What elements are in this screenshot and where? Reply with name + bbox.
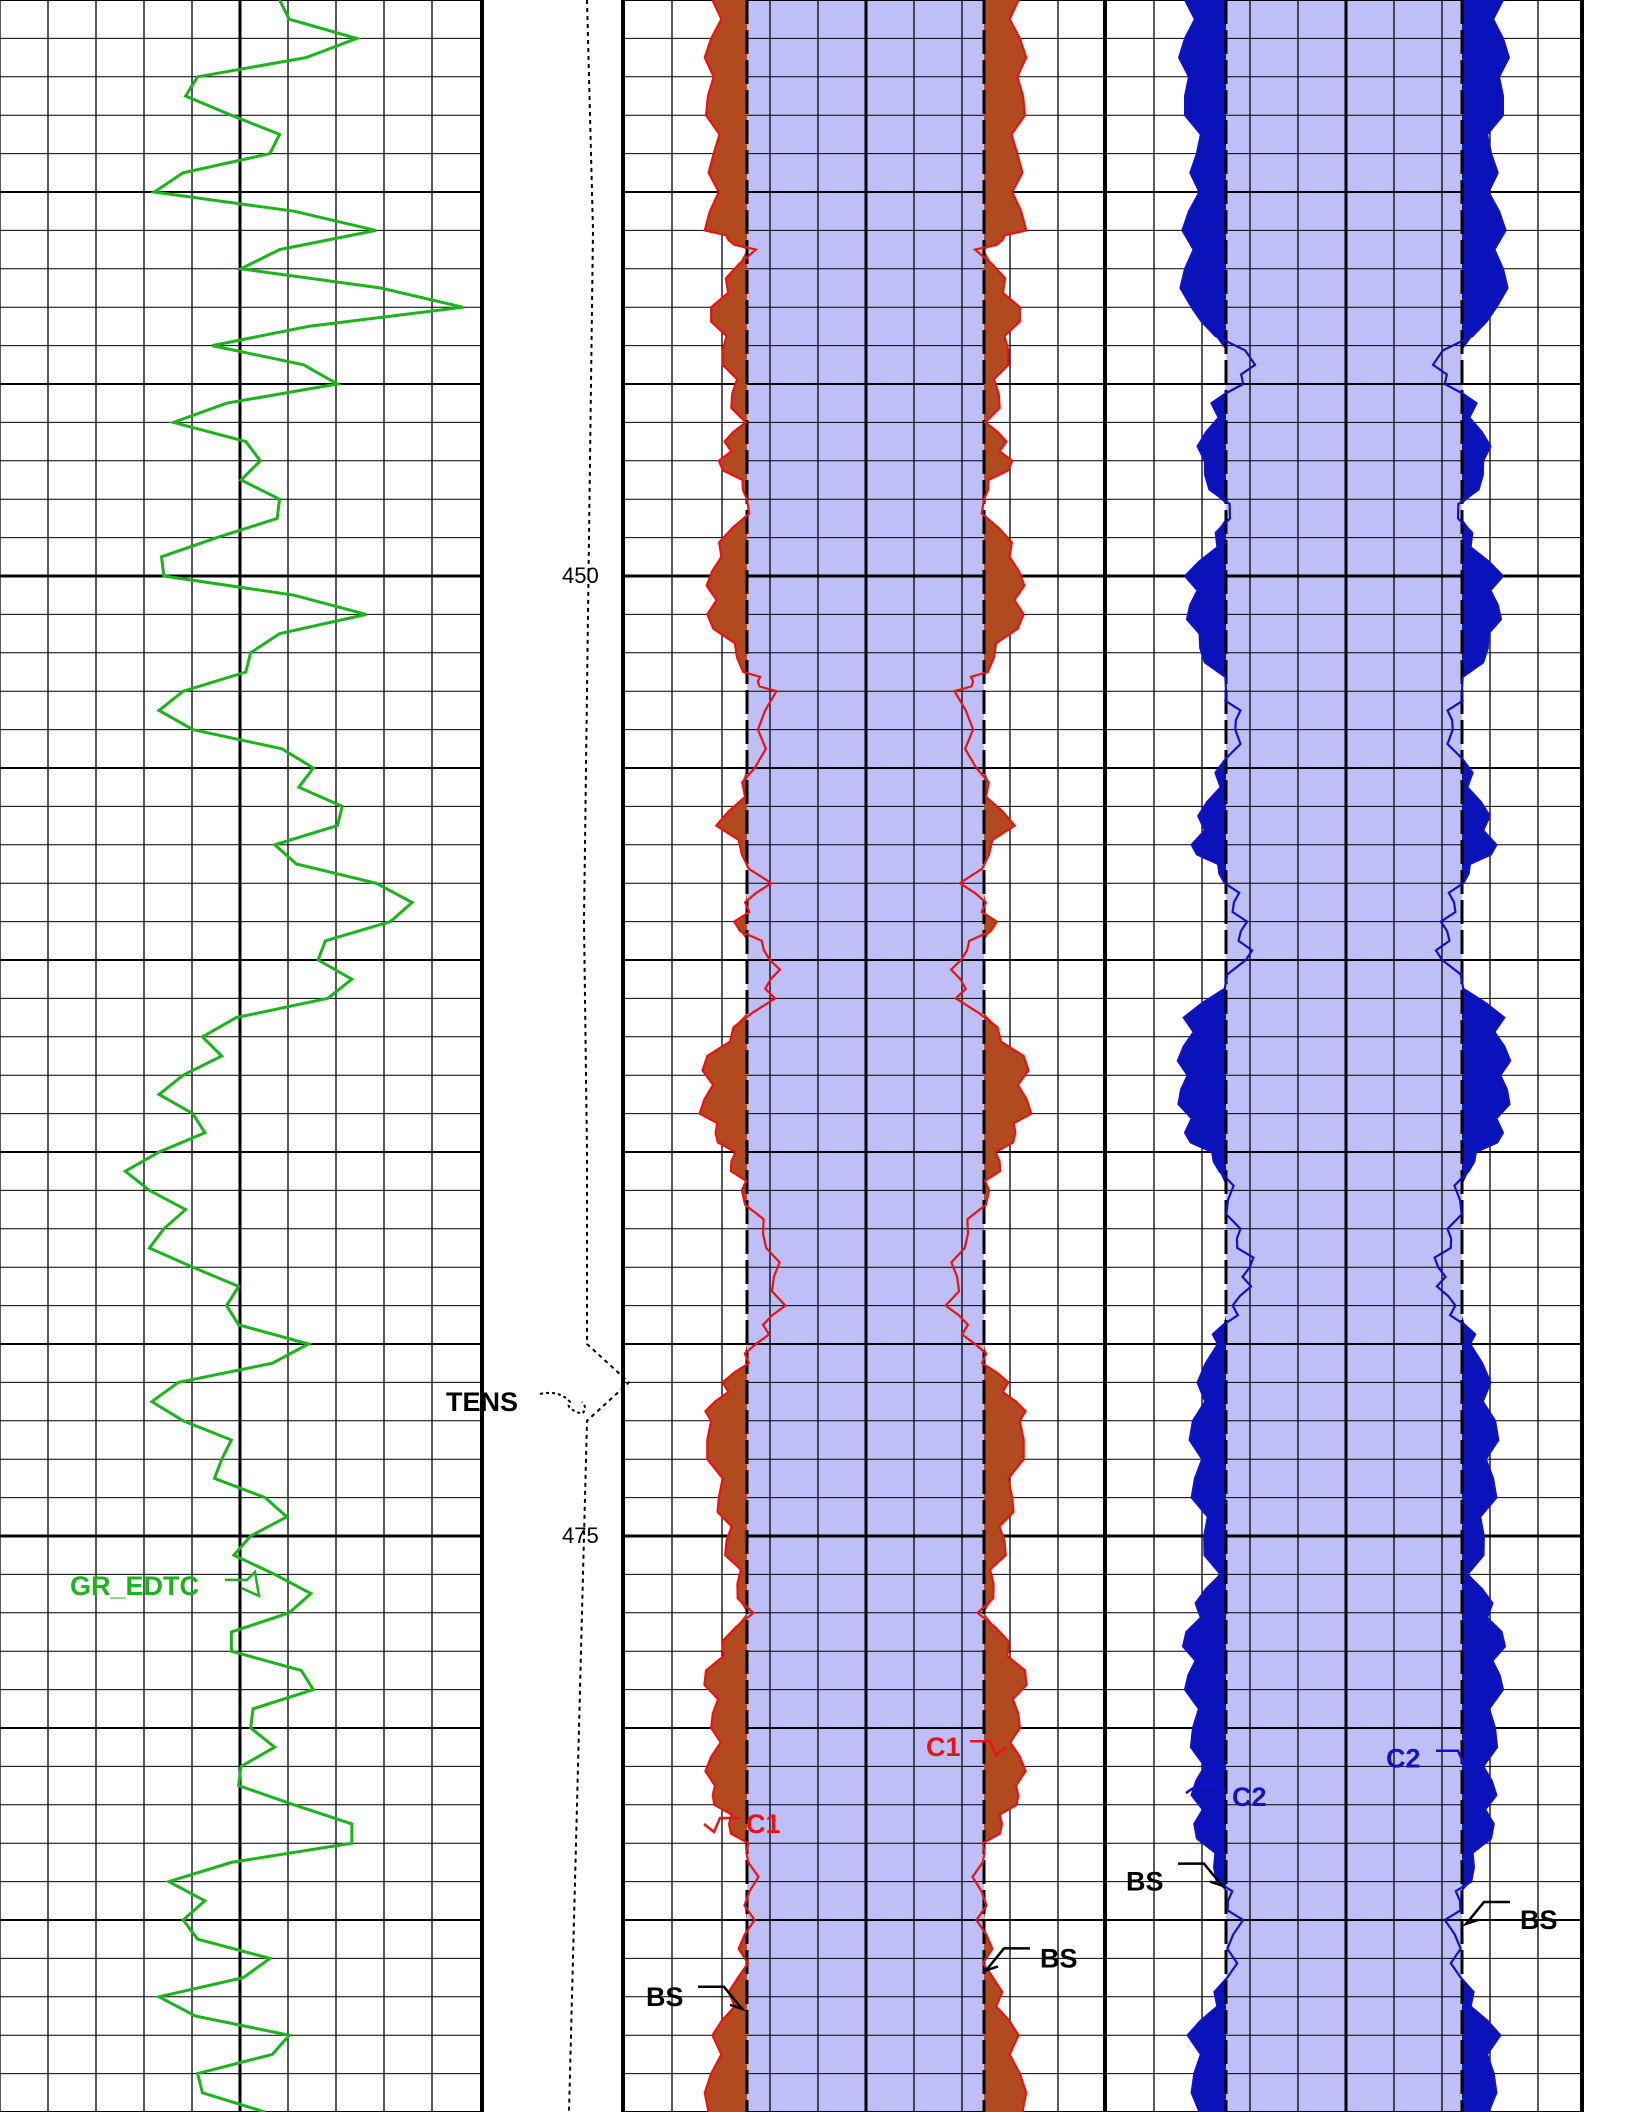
c1-label-right: C1 — [926, 1732, 961, 1762]
c1-label-left: C1 — [746, 1809, 781, 1839]
track-caliper-c1 — [698, 0, 1033, 2112]
c1-right-fill — [984, 0, 1032, 2112]
depth-label: 475 — [562, 1523, 599, 1548]
c2-label-left: C2 — [1232, 1782, 1267, 1812]
c2-curve-right — [1431, 0, 1512, 2112]
c2-pointer-right — [1436, 1749, 1475, 1767]
c1-pointer-left — [703, 1816, 740, 1835]
gr-edtc-pointer — [225, 1569, 261, 1599]
bs-label-track3-left: BS — [1126, 1867, 1164, 1897]
track-caliper-c2 — [1176, 0, 1512, 2112]
c1-left-fill — [699, 0, 747, 2112]
bs-label-track2-left: BS — [646, 1982, 684, 2012]
tens-curve — [568, 0, 631, 2112]
c1-curve-left — [698, 0, 788, 2112]
track-gamma-ray — [122, 0, 631, 2112]
tens-label: TENS — [446, 1387, 518, 1417]
c2-label-right: C2 — [1386, 1744, 1421, 1774]
depth-label: 450 — [562, 563, 599, 588]
hole-fill-c2 — [1226, 0, 1462, 2112]
tens-pointer — [539, 1391, 586, 1416]
c2-pointer-left — [1185, 1783, 1227, 1795]
bs-pointer-track3-left — [1178, 1862, 1226, 1889]
c1-curve-right — [943, 0, 1033, 2112]
grid-layer — [0, 0, 1584, 2112]
bs-pointer-track3-right — [1462, 1900, 1510, 1927]
label-layer: 450 475 GR_EDTC TENS C1 C1 BS BS C2 C2 BS BS — [70, 563, 1558, 2012]
bs-label-track3-right: BS — [1520, 1905, 1558, 1935]
c2-right-fill — [1462, 0, 1511, 2112]
bs-label-track2-right: BS — [1040, 1943, 1078, 1973]
c2-left-fill — [1177, 0, 1226, 2112]
c2-curve-left — [1176, 0, 1257, 2112]
bs-pointer-track2-right — [982, 1947, 1030, 1973]
c1-pointer-right — [970, 1739, 1007, 1758]
gr-edtc-label: GR_EDTC — [70, 1571, 199, 1601]
gr-edtc-curve — [122, 0, 464, 2112]
bs-pointer-track2-left — [698, 1985, 746, 2012]
